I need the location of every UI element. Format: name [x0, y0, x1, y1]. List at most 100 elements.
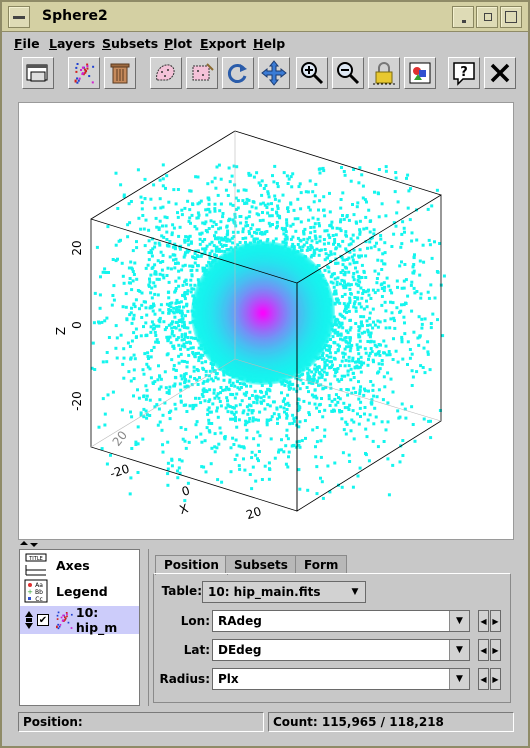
- radius-next-button[interactable]: ▶: [490, 668, 501, 690]
- maximize-button[interactable]: [476, 6, 498, 28]
- window-title: Sphere2: [42, 8, 108, 24]
- zoom-in-icon: [301, 62, 324, 85]
- new-window-icon: [26, 64, 48, 82]
- x-tick-neg20: -20: [108, 462, 131, 481]
- table-label: Table:: [161, 584, 202, 598]
- title-bar: Sphere2: [2, 2, 528, 32]
- help-button[interactable]: ?: [448, 57, 480, 89]
- menu-plot[interactable]: Plot: [164, 36, 193, 51]
- lat-prev-button[interactable]: ◀: [478, 639, 489, 661]
- lat-value: DEdeg: [218, 643, 262, 657]
- blob-subset-icon: [192, 63, 214, 81]
- radius-label: Radius:: [159, 672, 210, 686]
- x-axis-label: X: [178, 501, 190, 517]
- delete-layer-button[interactable]: [104, 57, 136, 89]
- svg-text:TITLE: TITLE: [28, 556, 43, 562]
- x-tick-0: 0: [180, 483, 192, 499]
- menu-file[interactable]: File: [14, 36, 40, 51]
- zoom-out-button[interactable]: [332, 57, 364, 89]
- axes-icon: TITLE: [25, 553, 47, 576]
- toolbar: ?: [2, 55, 528, 99]
- radius-field[interactable]: Plx ▼: [212, 668, 470, 690]
- table-select[interactable]: 10: hip_main.fits ▼: [202, 581, 366, 603]
- layer-item-table[interactable]: ✔ 10: hip_m: [20, 605, 139, 635]
- cube-top-back-edge: [234, 130, 442, 196]
- navigate-button[interactable]: [258, 57, 290, 89]
- plot-panel[interactable]: 20 0 -20 Z -20 0 20 X 20: [18, 102, 514, 540]
- lat-label: Lat:: [183, 643, 210, 657]
- scatter-layer-icon: [55, 611, 73, 630]
- radius-dropdown-button[interactable]: ▼: [449, 669, 469, 689]
- layer-visible-checkbox[interactable]: ✔: [37, 614, 49, 626]
- lat-next-button[interactable]: ▶: [490, 639, 501, 661]
- drag-handle-icon[interactable]: [24, 610, 33, 630]
- zoom-out-icon: [337, 62, 360, 85]
- draw-subset-button[interactable]: [150, 57, 182, 89]
- layer-item-axes[interactable]: TITLE Axes: [20, 552, 139, 578]
- svg-text:?: ?: [460, 65, 468, 80]
- lon-prev-button[interactable]: ◀: [478, 610, 489, 632]
- rescale-button[interactable]: [222, 57, 254, 89]
- window-menu-button[interactable]: [8, 6, 30, 28]
- lon-next-button[interactable]: ▶: [490, 610, 501, 632]
- layer-config-panel: Position Subsets Form Table: 10: hip_mai…: [148, 549, 515, 706]
- delete-icon: [110, 63, 130, 84]
- minimize-button[interactable]: [452, 6, 474, 28]
- svg-text:Bb: Bb: [35, 589, 43, 596]
- status-count: Count: 115,965 / 118,218: [268, 712, 514, 732]
- menu-help[interactable]: Help: [253, 36, 286, 51]
- export-image-button[interactable]: [404, 57, 436, 89]
- status-bar: Position: Count: 115,965 / 118,218: [2, 710, 528, 734]
- lon-label: Lon:: [180, 614, 210, 628]
- z-tick-0: 0: [70, 321, 84, 329]
- menu-bar: File Layers Subsets Plot Export Help: [2, 33, 528, 55]
- tab-subsets[interactable]: Subsets: [225, 555, 297, 574]
- panel-splitter[interactable]: [2, 541, 528, 548]
- chevron-down-icon: ▼: [351, 587, 359, 597]
- svg-text:Cc: Cc: [35, 596, 43, 603]
- radius-value: Plx: [218, 672, 239, 686]
- menu-layers[interactable]: Layers: [49, 36, 96, 51]
- blob-subset-button[interactable]: [186, 57, 218, 89]
- cube-top-left-edge: [90, 130, 236, 220]
- tab-form[interactable]: Form: [295, 555, 348, 574]
- cube-frame: [90, 130, 442, 512]
- position-tab-content: Table: 10: hip_main.fits ▼ Lon: RAdeg ▼ …: [153, 573, 511, 703]
- scatter-layer-icon: [74, 63, 95, 84]
- lat-field[interactable]: DEdeg ▼: [212, 639, 470, 661]
- new-window-button[interactable]: [22, 57, 54, 89]
- z-tick-neg20: -20: [70, 391, 84, 411]
- lon-dropdown-button[interactable]: ▼: [449, 611, 469, 631]
- scatter-points: [90, 163, 446, 503]
- status-position: Position:: [18, 712, 264, 732]
- tab-position[interactable]: Position: [155, 555, 228, 575]
- svg-text:+: +: [27, 588, 33, 596]
- close-button[interactable]: [484, 57, 516, 89]
- layer-list: TITLE Axes Aa + Bb Cc Legend ✔ 10: hip_m: [19, 549, 140, 706]
- svg-text:Aa: Aa: [35, 582, 43, 589]
- add-scatter-layer-button[interactable]: [68, 57, 100, 89]
- x-tick-20: 20: [244, 504, 263, 522]
- z-axis-label: Z: [54, 327, 68, 335]
- lon-value: RAdeg: [218, 614, 262, 628]
- zoom-in-button[interactable]: [296, 57, 328, 89]
- navigate-icon: [261, 60, 287, 86]
- y-tick-20: 20: [110, 428, 130, 449]
- layer-label-axes: Axes: [56, 557, 90, 573]
- close-icon: [490, 63, 510, 83]
- plot-canvas[interactable]: 20 0 -20 Z -20 0 20 X 20: [19, 103, 513, 539]
- layer-item-legend[interactable]: Aa + Bb Cc Legend: [20, 578, 139, 604]
- layer-label-legend: Legend: [56, 583, 108, 599]
- lon-field[interactable]: RAdeg ▼: [212, 610, 470, 632]
- help-icon: ?: [453, 62, 475, 86]
- rescale-icon: [227, 64, 247, 83]
- radius-prev-button[interactable]: ◀: [478, 668, 489, 690]
- z-tick-20: 20: [70, 240, 84, 255]
- lat-dropdown-button[interactable]: ▼: [449, 640, 469, 660]
- lock-aspect-button[interactable]: [368, 57, 400, 89]
- menu-subsets[interactable]: Subsets: [102, 36, 159, 51]
- table-select-value: 10: hip_main.fits: [208, 585, 321, 599]
- close-window-button[interactable]: [500, 6, 522, 28]
- menu-export[interactable]: Export: [200, 36, 247, 51]
